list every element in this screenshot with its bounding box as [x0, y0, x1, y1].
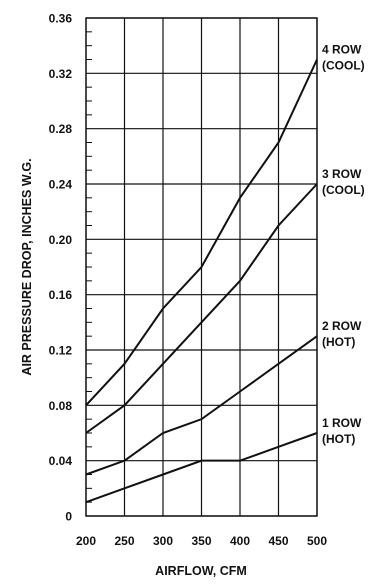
label-layer: AIRFLOW, CFM AIR PRESSURE DROP, INCHES W… — [20, 12, 365, 579]
y-tick-label: 0.32 — [49, 67, 73, 81]
y-tick-label: 0.08 — [49, 399, 73, 413]
x-tick-label: 200 — [76, 534, 96, 548]
axis-layer — [85, 17, 318, 517]
y-tick-label: 0.16 — [49, 288, 73, 302]
x-tick-label: 250 — [114, 534, 134, 548]
y-tick-label: 0 — [65, 510, 72, 524]
y-tick-label: 0.20 — [49, 233, 73, 247]
series-label-line1-4: 1 ROW — [322, 416, 362, 430]
x-tick-label: 500 — [307, 534, 327, 548]
series-label-line1-1: 4 ROW — [322, 43, 362, 57]
grid-layer — [85, 17, 318, 517]
series-label-line2-1: (COOL) — [322, 59, 365, 73]
x-axis-title: AIRFLOW, CFM — [155, 564, 247, 578]
y-tick-label: 0.04 — [49, 454, 73, 468]
series-label-line1-2: 3 ROW — [322, 167, 362, 181]
y-tick-label: 0.28 — [49, 122, 73, 136]
x-tick-label: 450 — [268, 534, 288, 548]
y-tick-label: 0.36 — [49, 12, 73, 26]
series-line-1 — [85, 59, 318, 407]
y-tick-label: 0.12 — [49, 344, 73, 358]
series-label-line2-4: (HOT) — [322, 432, 355, 446]
x-tick-label: 350 — [191, 534, 211, 548]
series-line-3 — [85, 335, 318, 476]
x-tick-label: 300 — [153, 534, 173, 548]
series-label-line2-3: (HOT) — [322, 335, 355, 349]
series-label-line1-3: 2 ROW — [322, 319, 362, 333]
series-label-line2-2: (COOL) — [322, 183, 365, 197]
series-layer — [85, 59, 318, 504]
series-line-4 — [85, 432, 318, 504]
y-tick-label: 0.24 — [49, 178, 73, 192]
series-line-2 — [85, 183, 318, 434]
y-axis-title: AIR PRESSURE DROP, INCHES W.G. — [20, 158, 34, 375]
x-tick-label: 400 — [230, 534, 250, 548]
